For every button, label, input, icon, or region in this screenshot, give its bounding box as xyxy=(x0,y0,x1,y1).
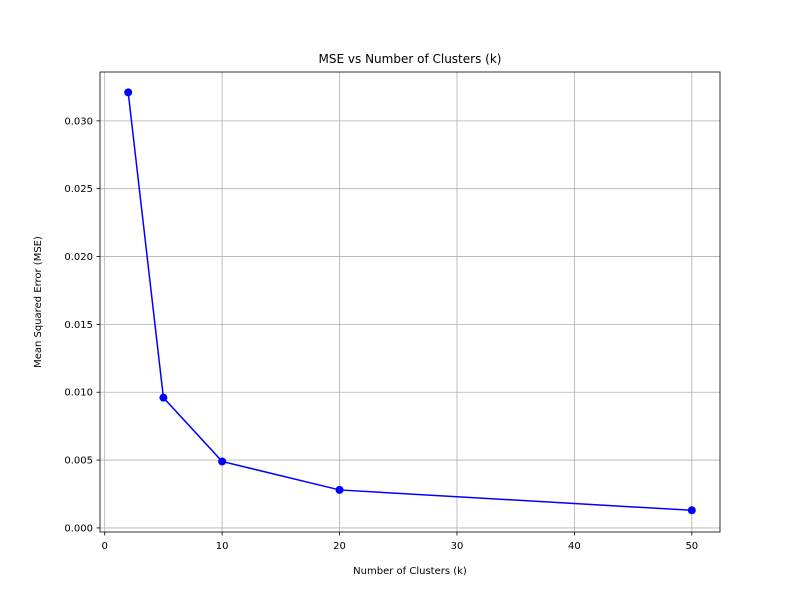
x-tick-label: 50 xyxy=(685,541,698,552)
y-axis-label: Mean Squared Error (MSE) xyxy=(33,236,44,368)
series-layer xyxy=(124,88,696,515)
x-tick-label: 30 xyxy=(451,541,464,552)
x-tick-label: 40 xyxy=(568,541,581,552)
y-tick-label: 0.030 xyxy=(64,116,93,127)
y-tick-label: 0.015 xyxy=(64,320,93,331)
y-tick-label: 0.025 xyxy=(64,184,93,195)
x-axis-ticks: 0 10 20 30 40 50 xyxy=(102,532,698,552)
x-tick-label: 20 xyxy=(333,541,346,552)
data-point xyxy=(335,485,344,494)
plot-area-frame xyxy=(99,71,721,533)
data-point xyxy=(159,393,168,402)
data-point xyxy=(124,88,133,97)
y-tick-label: 0.020 xyxy=(64,252,93,263)
y-tick-label: 0.000 xyxy=(64,523,93,534)
x-axis-label: Number of Clusters (k) xyxy=(353,566,467,577)
grid-lines xyxy=(100,72,720,532)
y-tick-label: 0.005 xyxy=(64,456,93,467)
x-tick-label: 10 xyxy=(216,541,229,552)
data-point xyxy=(218,457,227,466)
chart-title: MSE vs Number of Clusters (k) xyxy=(319,52,502,66)
y-axis-ticks: 0.000 0.005 0.010 0.015 0.020 0.025 0.030 xyxy=(64,116,100,534)
data-point xyxy=(687,506,696,515)
x-tick-label: 0 xyxy=(102,541,108,552)
y-tick-label: 0.010 xyxy=(64,388,93,399)
